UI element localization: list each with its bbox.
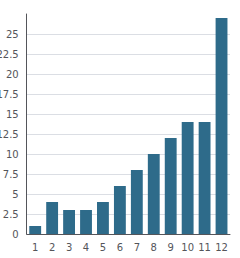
svg-text:7: 7 — [134, 242, 140, 253]
svg-text:10: 10 — [181, 242, 194, 253]
svg-text:22.5: 22.5 — [0, 49, 19, 60]
svg-text:1: 1 — [32, 242, 38, 253]
svg-text:2.5: 2.5 — [3, 209, 19, 220]
svg-text:4: 4 — [83, 242, 89, 253]
svg-text:3: 3 — [66, 242, 72, 253]
svg-text:20: 20 — [6, 69, 19, 80]
svg-text:11: 11 — [198, 242, 211, 253]
svg-text:17.5: 17.5 — [0, 89, 19, 100]
svg-text:5: 5 — [12, 189, 18, 200]
svg-text:25: 25 — [6, 29, 19, 40]
svg-text:15: 15 — [6, 109, 19, 120]
svg-text:12: 12 — [215, 242, 228, 253]
svg-text:9: 9 — [168, 242, 174, 253]
svg-text:8: 8 — [151, 242, 157, 253]
svg-text:0: 0 — [12, 229, 18, 240]
svg-text:2: 2 — [49, 242, 55, 253]
svg-text:6: 6 — [117, 242, 123, 253]
svg-text:5: 5 — [100, 242, 106, 253]
svg-text:10: 10 — [6, 149, 19, 160]
svg-text:7.5: 7.5 — [3, 169, 19, 180]
svg-text:12.5: 12.5 — [0, 129, 19, 140]
